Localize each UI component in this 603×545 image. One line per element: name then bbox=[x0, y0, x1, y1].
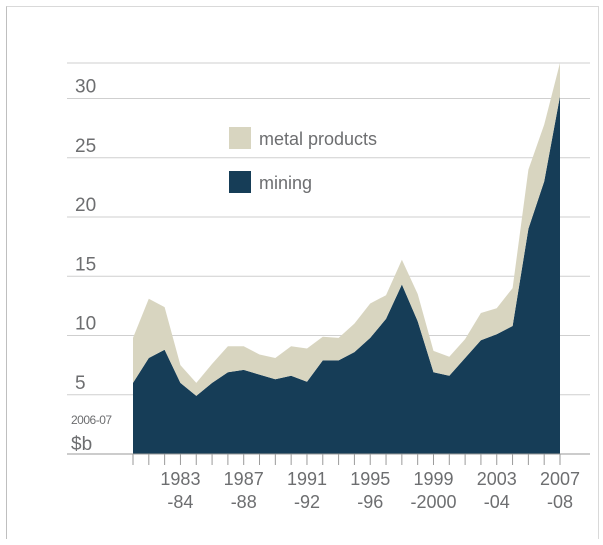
area-metal-products bbox=[133, 62, 560, 396]
x-tick-label-4-0: 1999 bbox=[413, 469, 453, 489]
x-tick-label-0-0: 1983 bbox=[160, 469, 200, 489]
y-tick-label-10: 10 bbox=[75, 314, 96, 335]
x-tick-label-4-1: -2000 bbox=[410, 492, 456, 512]
x-tick-label-6-0: 2007 bbox=[540, 469, 580, 489]
y-axis: 5 10 15 20 25 30 bbox=[75, 77, 96, 394]
x-tick-label-5-0: 2003 bbox=[477, 469, 517, 489]
x-tick-label-1-1: -88 bbox=[231, 492, 257, 512]
unit-label: 2006-07 $b bbox=[71, 413, 113, 455]
x-tick-label-2-1: -92 bbox=[294, 492, 320, 512]
legend: metal products mining bbox=[229, 127, 377, 193]
area-chart: 5 10 15 20 25 30 1983 -84 1987 -88 1991 -92 1995 -96… bbox=[67, 62, 590, 512]
legend-swatch-mining bbox=[229, 171, 251, 193]
plot-area bbox=[133, 62, 560, 454]
unit-label-currency: $b bbox=[71, 434, 92, 455]
x-axis-labels: 1983 -84 1987 -88 1991 -92 1995 -96 1999 -2000 200… bbox=[160, 469, 580, 512]
chart-frame: 5 10 15 20 25 30 1983 -84 1987 -88 1991 -92 1995 -96… bbox=[6, 6, 599, 539]
legend-swatch-metal-products bbox=[229, 127, 251, 149]
y-tick-label-25: 25 bbox=[75, 136, 96, 157]
x-tick-label-5-1: -04 bbox=[484, 492, 510, 512]
y-tick-label-30: 30 bbox=[75, 77, 96, 98]
x-tick-label-3-0: 1995 bbox=[350, 469, 390, 489]
x-tick-label-1-0: 1987 bbox=[224, 469, 264, 489]
y-tick-label-15: 15 bbox=[75, 254, 96, 275]
legend-label-metal-products: metal products bbox=[259, 129, 377, 149]
x-axis bbox=[67, 453, 590, 465]
unit-label-period: 2006-07 bbox=[71, 413, 112, 427]
legend-label-mining: mining bbox=[259, 173, 312, 193]
area-mining bbox=[133, 96, 560, 454]
x-tick-label-0-1: -84 bbox=[167, 492, 193, 512]
y-tick-label-5: 5 bbox=[75, 373, 86, 394]
x-tick-label-3-1: -96 bbox=[357, 492, 383, 512]
y-tick-label-20: 20 bbox=[75, 195, 96, 216]
x-tick-label-2-0: 1991 bbox=[287, 469, 327, 489]
x-tick-label-6-1: -08 bbox=[547, 492, 573, 512]
